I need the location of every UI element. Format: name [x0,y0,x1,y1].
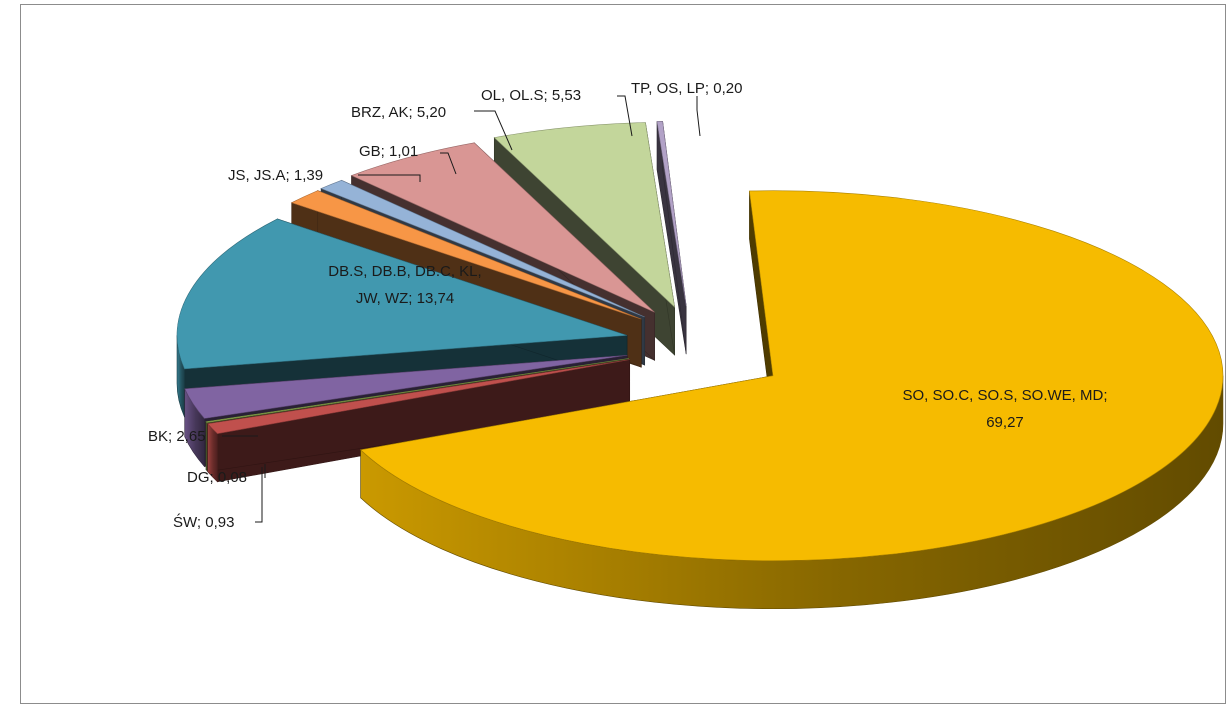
data-label-ol: OL, OL.S; 5,53 [481,87,581,104]
pie-slice-top [493,122,676,308]
data-label-dg: DG; 0,08 [187,469,247,486]
pie-slice-top [207,359,630,435]
data-label-gb: GB; 1,01 [359,143,418,160]
pie-slice [656,121,687,355]
pie-slice [360,190,1224,610]
data-label-bk: BK; 2,65 [148,428,206,445]
data-label-so-value: 69,27 [986,414,1024,431]
pie-slice-top [320,179,645,318]
data-label-js: JS, JS.A; 1,39 [228,167,323,184]
leader-line [255,467,263,523]
leader-line [474,110,513,151]
data-label-tp: TP, OS, LP; 0,20 [631,80,742,97]
pie-slice-top [184,354,628,419]
data-label-db-value: JW, WZ; 13,74 [356,290,454,307]
leader-line [440,152,457,175]
pie-slice [207,359,631,483]
data-label-sw: ŚW; 0,93 [173,513,234,531]
pie-slice-top [350,142,655,313]
leader-line [696,96,701,137]
leader-line [358,174,421,182]
pie-slice-top [290,190,642,320]
pie-slice-top [360,190,1224,561]
pie-slice-top [176,218,628,370]
pie-slice-top [205,358,630,423]
data-label-brz: BRZ, AK; 5,20 [351,104,446,121]
pie-slice-top [656,121,687,307]
leader-line [617,95,633,137]
pie-slice-side [205,420,208,472]
data-label-so-name: SO, SO.C, SO.S, SO.WE, MD; [902,387,1107,404]
data-label-db-name: DB.S, DB.B, DB.C, KL, [328,263,481,280]
